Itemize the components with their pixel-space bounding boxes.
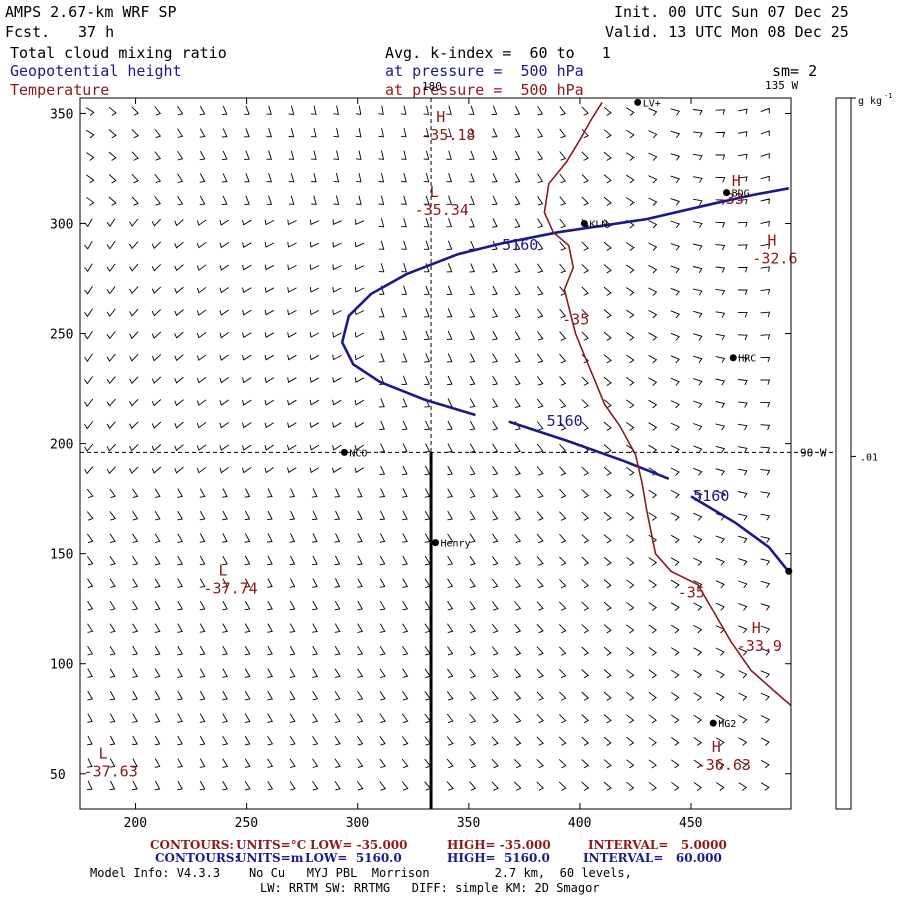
guide-lines: 180 135 W 90 W <box>80 79 836 809</box>
extremum-value: -37.74 <box>204 580 258 598</box>
smoothing: sm= 2 <box>772 62 818 80</box>
x-tick-label: 200 <box>124 816 147 831</box>
meridian-label: 180 <box>422 80 442 93</box>
station-label: KLN <box>589 219 607 230</box>
station-dot <box>634 98 642 106</box>
station-label: LV+ <box>643 98 661 109</box>
x-tick-label: 350 <box>457 816 480 831</box>
station-dot <box>723 189 731 197</box>
y-tick-label: 200 <box>50 438 73 453</box>
colorbar-unit-exponent: -1 <box>884 92 892 100</box>
height-low: LOW= 5160.0 <box>305 851 402 865</box>
colorbar <box>835 97 852 810</box>
station-label: HG2 <box>718 719 736 730</box>
height-contour-label: 5160 <box>502 236 538 254</box>
forecast-value: 37 h <box>78 23 115 41</box>
height-contour-label: 5160 <box>547 412 583 430</box>
wind-barb-field <box>84 105 771 791</box>
colorbar-label: .01 <box>860 452 878 463</box>
height-contour-line <box>690 495 788 570</box>
meridian-label: 90 W <box>800 446 827 459</box>
extremum-type: H <box>712 738 721 756</box>
height-units: UNITS=m <box>236 851 304 865</box>
extremum-type: H <box>732 172 741 190</box>
colorbar-unit: g kg <box>858 96 882 107</box>
temperature-contour-line <box>563 245 714 612</box>
height-contours-label: CONTOURS: <box>155 851 239 865</box>
station-label: BDG <box>732 189 750 200</box>
y-tick-label: 300 <box>50 217 73 232</box>
plot-frame <box>79 97 792 810</box>
axes: 200 250 300 350 400 450 50 100 150 200 250 300 350 <box>50 98 791 831</box>
station-label: NCO <box>349 448 367 459</box>
station-dot <box>340 448 348 456</box>
y-tick-label: 150 <box>50 548 73 563</box>
init-time: Init. 00 UTC Sun 07 Dec 25 <box>614 3 849 21</box>
x-tick-label: 250 <box>235 816 258 831</box>
extremum-value: -32.6 <box>752 249 797 267</box>
y-tick-label: 100 <box>50 658 73 673</box>
contour-labels: 516051605160-35-35H-35.18L-35.34H-33H-32… <box>84 108 798 780</box>
wind-barbs <box>84 105 771 791</box>
extremum-type: H <box>752 619 761 637</box>
x-tick-label: 300 <box>346 816 369 831</box>
model-title: AMPS 2.67-km WRF SP <box>5 3 177 21</box>
extremum-value: -35.34 <box>415 201 469 219</box>
extremum-value: -36.63 <box>697 756 751 774</box>
y-tick-label: 50 <box>50 768 66 783</box>
forecast-label: Fcst. <box>5 23 51 41</box>
y-tick-label: 350 <box>50 107 73 122</box>
extremum-type: L <box>99 744 108 762</box>
temperature-contour-line <box>543 101 603 247</box>
height-contour-line <box>508 420 670 481</box>
y-tick-label: 250 <box>50 328 73 343</box>
meridian-label: 135 W <box>765 79 798 92</box>
temp-high: HIGH= -35.000 <box>447 838 551 852</box>
x-tick-label: 400 <box>568 816 591 831</box>
station-dot <box>432 539 439 547</box>
extremum-value: -33.9 <box>737 637 782 655</box>
height-contour-line <box>340 187 790 417</box>
extremum-type: L <box>219 562 228 580</box>
station-dot <box>580 219 588 227</box>
extremum-value: -37.63 <box>84 762 138 780</box>
temp-units: UNITS=°C <box>236 838 307 852</box>
pressure-temperature: at pressure = 500 hPa <box>385 81 584 99</box>
temperature-contour-label: -35 <box>562 311 589 329</box>
temperature-contours <box>543 101 792 707</box>
field-height: Geopotential height <box>10 62 182 80</box>
extremum-type: L <box>430 183 439 201</box>
temperature-contour-label: -35 <box>678 584 705 602</box>
temp-contours-label: CONTOURS: <box>150 838 234 852</box>
height-contour-label: 5160 <box>693 487 729 505</box>
height-high: HIGH= 5160.0 <box>447 851 550 865</box>
valid-time: Valid. 13 UTC Mon 08 Dec 25 <box>605 23 849 41</box>
x-tick-label: 450 <box>679 816 702 831</box>
field-cloud: Total cloud mixing ratio <box>10 44 227 62</box>
pressure-height: at pressure = 500 hPa <box>385 62 584 80</box>
physics-info: LW: RRTM SW: RRTMG DIFF: simple KM: 2D S… <box>260 881 600 895</box>
station-label: Henry <box>441 539 471 550</box>
field-temperature: Temperature <box>10 81 110 99</box>
k-index-average: Avg. k-index = 60 to 1 <box>385 44 611 62</box>
extremum-value: -33 <box>717 190 744 208</box>
colorbar-annotations: g kg -1 .01 <box>851 92 892 463</box>
temperature-contour-line <box>712 610 792 707</box>
height-contours <box>340 187 790 570</box>
temp-low: LOW= -35.000 <box>310 838 408 852</box>
station-dot <box>709 719 717 727</box>
station-label: HRC <box>738 354 756 365</box>
extremum-type: H <box>767 231 776 249</box>
height-interval: INTERVAL= 60.000 <box>583 851 722 865</box>
extremum-value: -35.18 <box>421 126 475 144</box>
extremum-type: H <box>436 108 445 126</box>
temp-interval: INTERVAL= 5.0000 <box>588 838 727 852</box>
model-info: Model Info: V4.3.3 No Cu MYJ PBL Morriso… <box>90 866 632 880</box>
station-dot <box>729 354 737 362</box>
